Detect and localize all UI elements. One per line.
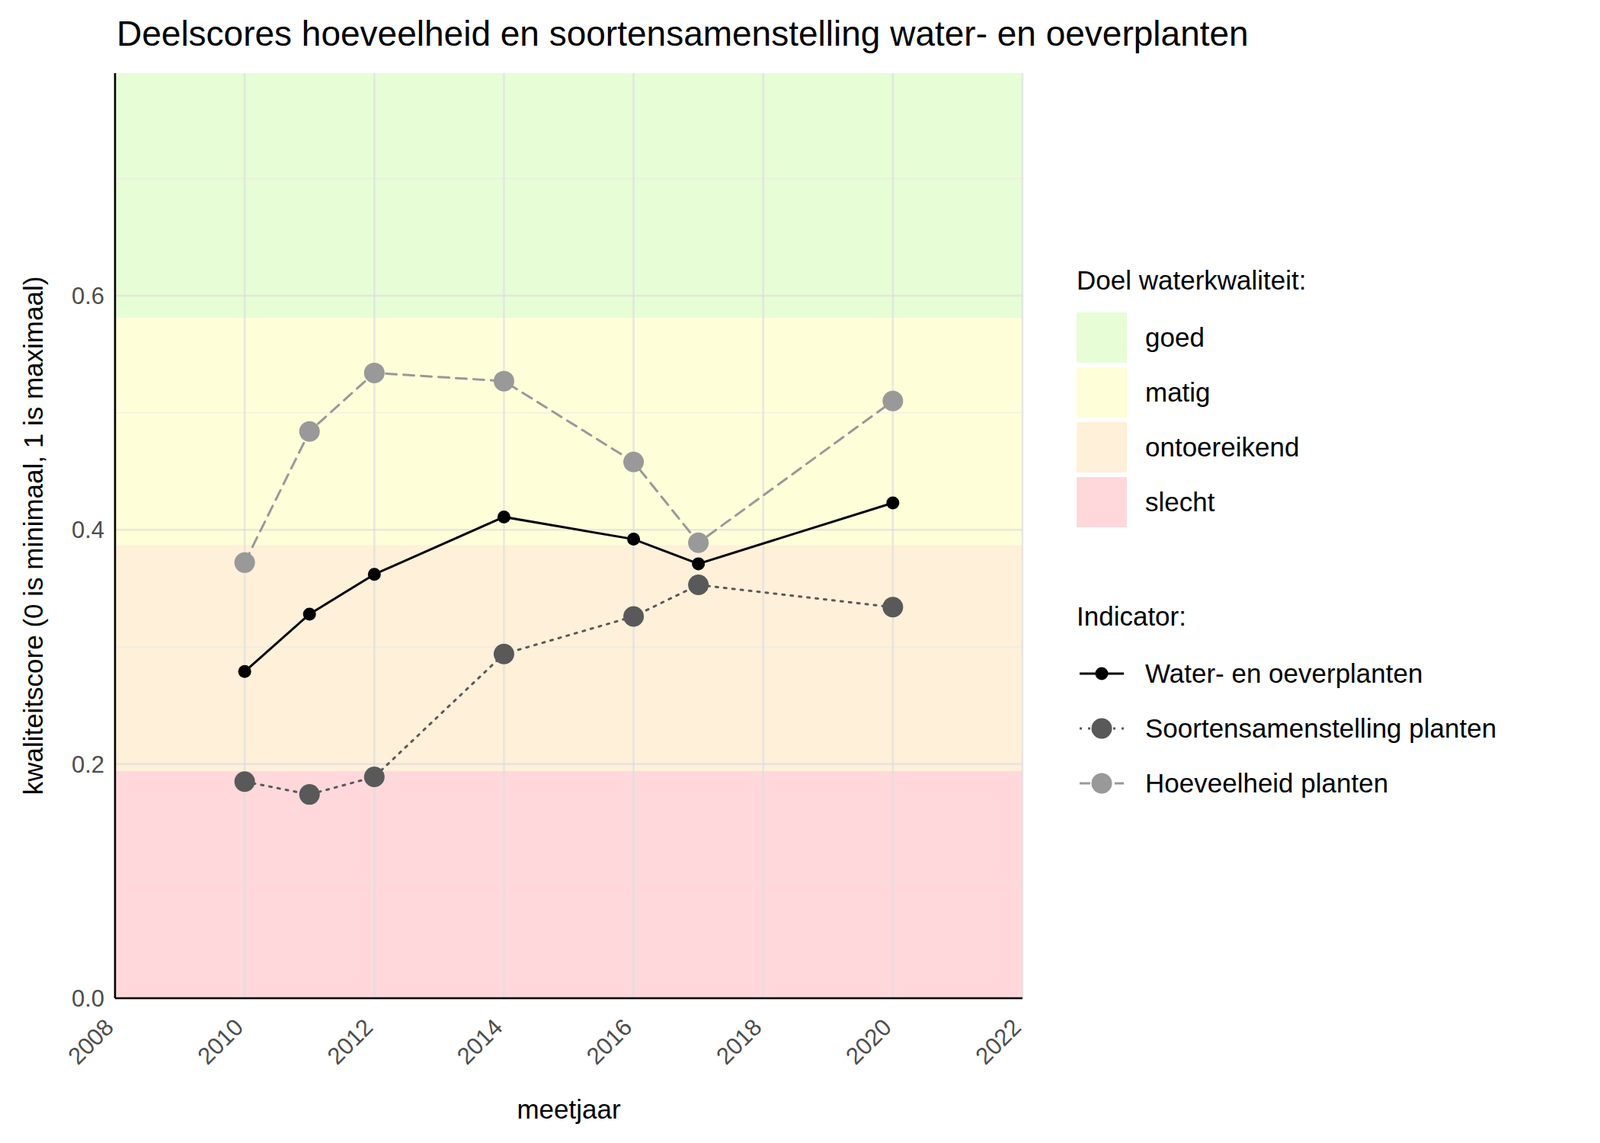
series-line — [244, 585, 893, 795]
band — [115, 771, 1023, 999]
x-tick-label: 2010 — [192, 1013, 250, 1070]
band — [115, 317, 1023, 545]
minor-grid — [115, 412, 1023, 413]
grid-line — [892, 73, 895, 999]
point — [368, 567, 381, 581]
point — [497, 510, 511, 524]
series-line — [244, 502, 893, 672]
point — [623, 451, 644, 473]
x-tick-label: 2018 — [710, 1013, 768, 1070]
point — [303, 607, 317, 621]
legend-label: goed — [1145, 322, 1205, 352]
chart: 0.0 0.2 0.4 0.6 2008 2010 2012 2014 2016 2018 2020… — [0, 0, 1600, 1143]
x-tick-label: 2016 — [581, 1013, 638, 1070]
x-tick-label: 2012 — [322, 1013, 379, 1070]
point — [234, 771, 256, 792]
point — [688, 532, 709, 554]
grid-line — [373, 73, 376, 999]
grid-line — [243, 73, 247, 999]
legend-label: slecht — [1145, 486, 1216, 517]
point — [691, 556, 705, 570]
x-tick-label: 2022 — [969, 1013, 1027, 1070]
legend-label: Water- en oeverplanten — [1145, 658, 1423, 688]
minor-grid — [115, 880, 1023, 882]
point — [234, 552, 256, 573]
legend-label: Soortensamenstelling planten — [1145, 713, 1497, 743]
point — [688, 574, 709, 596]
x-tick-label: 2020 — [840, 1013, 897, 1070]
legend-swatch — [1076, 367, 1127, 418]
grid-line — [115, 997, 1023, 1000]
legend-swatch — [1076, 476, 1127, 528]
grid-line — [115, 762, 1023, 765]
grid-line — [115, 294, 1023, 298]
x-tick-label: 2008 — [62, 1013, 119, 1070]
legend-marker — [1091, 718, 1113, 740]
y-axis — [114, 73, 117, 999]
series-group — [234, 362, 904, 805]
grid-line — [502, 73, 506, 999]
point — [493, 643, 515, 665]
point — [364, 362, 385, 384]
x-tick-label: 2014 — [451, 1013, 509, 1070]
legend-label: Hoeveelheid planten — [1145, 768, 1389, 798]
point — [882, 596, 903, 618]
legend-title: Doel waterkwaliteit: — [1076, 265, 1307, 295]
y-label: kwaliteitscore (0 is minimaal, 1 is maxi… — [18, 276, 48, 796]
legend-swatch — [1076, 312, 1127, 363]
legend-marker — [1095, 667, 1109, 681]
x-label: meetjaar — [516, 1094, 621, 1124]
point — [886, 496, 900, 509]
grid — [115, 73, 1023, 999]
y-tick-label: 0.0 — [71, 985, 105, 1012]
x-axis — [115, 997, 1023, 1000]
legend-swatch — [1076, 422, 1127, 473]
minor-grid — [115, 646, 1023, 647]
point — [882, 390, 903, 412]
point — [493, 371, 515, 392]
point — [238, 665, 252, 679]
legend-label: ontoereikend — [1145, 432, 1300, 462]
point — [623, 606, 644, 628]
point — [364, 766, 385, 788]
legend-label: matig — [1145, 377, 1211, 407]
legend-title: Indicator: — [1076, 601, 1187, 631]
grid-line — [761, 73, 765, 999]
point — [627, 532, 640, 546]
legend-marker — [1091, 773, 1113, 794]
grid-line — [1021, 73, 1024, 999]
minor-grid — [115, 178, 1023, 180]
y-tick-label: 0.2 — [71, 751, 105, 778]
bands — [115, 73, 1023, 999]
y-tick-label: 0.4 — [71, 516, 105, 544]
title: Deelscores hoeveelheid en soortensamenst… — [116, 13, 1249, 54]
point — [299, 421, 320, 442]
point — [299, 784, 320, 805]
y-tick-label: 0.6 — [71, 282, 105, 310]
band — [115, 544, 1023, 772]
grid-line — [114, 73, 117, 999]
band — [115, 73, 1023, 318]
